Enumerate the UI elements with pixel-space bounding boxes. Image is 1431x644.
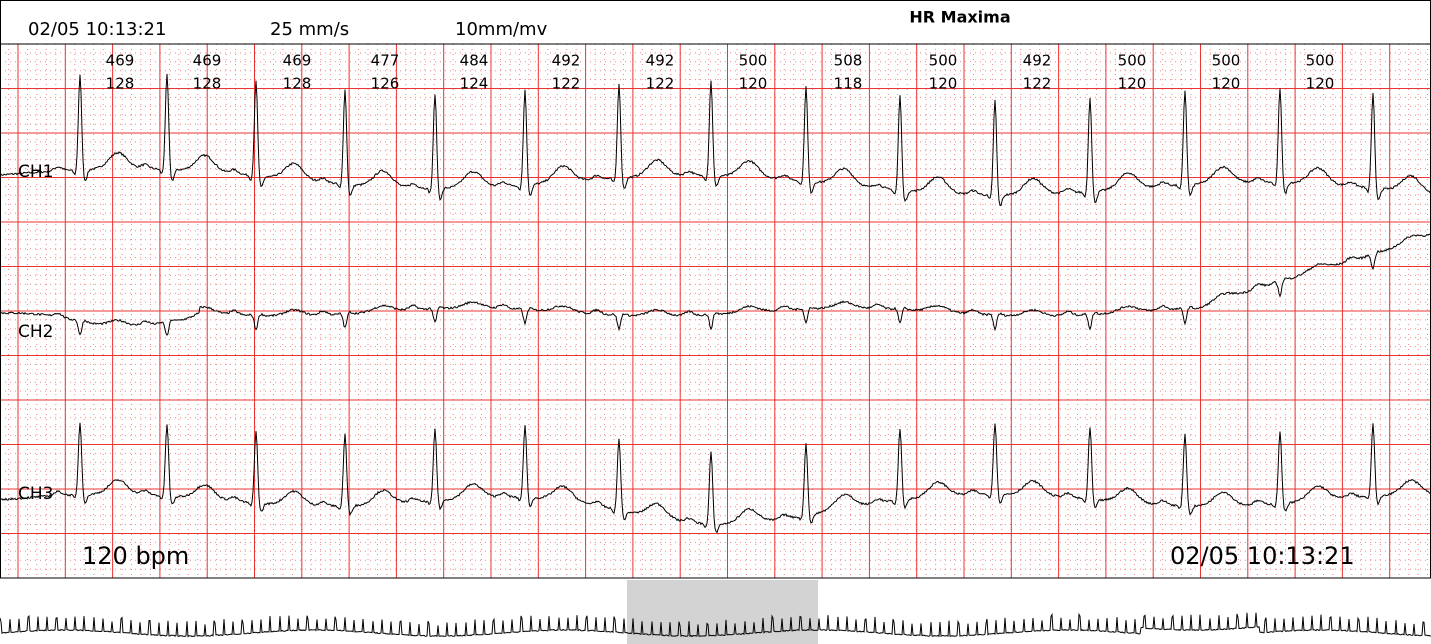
beat-hr: 128: [106, 75, 135, 93]
beat-hr: 120: [1118, 75, 1147, 93]
beat-rr: 469: [193, 52, 222, 70]
header-datetime: 02/05 10:13:21: [28, 19, 166, 40]
beat-rr: 469: [283, 52, 312, 70]
ecg-trace: [0, 422, 1431, 534]
beat-rr: 492: [552, 52, 581, 70]
channel-label: CH3: [18, 484, 53, 504]
beat-hr: 122: [646, 75, 675, 93]
beat-rr: 492: [646, 52, 675, 70]
beat-hr: 120: [739, 75, 768, 93]
beat-rr: 477: [371, 52, 400, 70]
strip-selection[interactable]: [627, 580, 818, 644]
beat-rr: 500: [739, 52, 768, 70]
ecg-trace: [0, 233, 1431, 337]
beat-hr: 118: [834, 75, 863, 93]
beat-rr: 500: [1118, 52, 1147, 70]
labels: 469 128 469 128 469 128 477 126 484 124 492 122 492 1…: [18, 52, 1355, 571]
strip-trace: [0, 612, 1431, 638]
beat-rr: 500: [929, 52, 958, 70]
header-title: HR Maxima: [909, 8, 1010, 27]
beat-rr: 500: [1306, 52, 1335, 70]
beat-rr: 492: [1023, 52, 1052, 70]
beat-rr: 508: [834, 52, 863, 70]
channel-label: CH2: [18, 322, 53, 342]
waveforms: [0, 73, 1431, 534]
ecg-trace: [0, 73, 1431, 207]
header-bar: [0, 0, 1431, 44]
beat-hr: 128: [283, 75, 312, 93]
header-gain: 10mm/mv: [455, 19, 548, 40]
footer-rate: 120 bpm: [82, 542, 189, 570]
rhythm-strip: [0, 612, 1431, 638]
header-speed: 25 mm/s: [270, 19, 349, 40]
footer-datetime: 02/05 10:13:21: [1170, 542, 1355, 570]
beat-hr: 120: [1306, 75, 1335, 93]
beat-hr: 120: [929, 75, 958, 93]
beat-rr: 469: [106, 52, 135, 70]
beat-hr: 124: [460, 75, 489, 93]
beat-hr: 122: [552, 75, 581, 93]
beat-rr: 500: [1212, 52, 1241, 70]
beat-hr: 120: [1212, 75, 1241, 93]
beat-hr: 126: [371, 75, 400, 93]
beat-hr: 122: [1023, 75, 1052, 93]
beat-rr: 484: [460, 52, 489, 70]
channel-label: CH1: [18, 162, 53, 182]
beat-hr: 128: [193, 75, 222, 93]
